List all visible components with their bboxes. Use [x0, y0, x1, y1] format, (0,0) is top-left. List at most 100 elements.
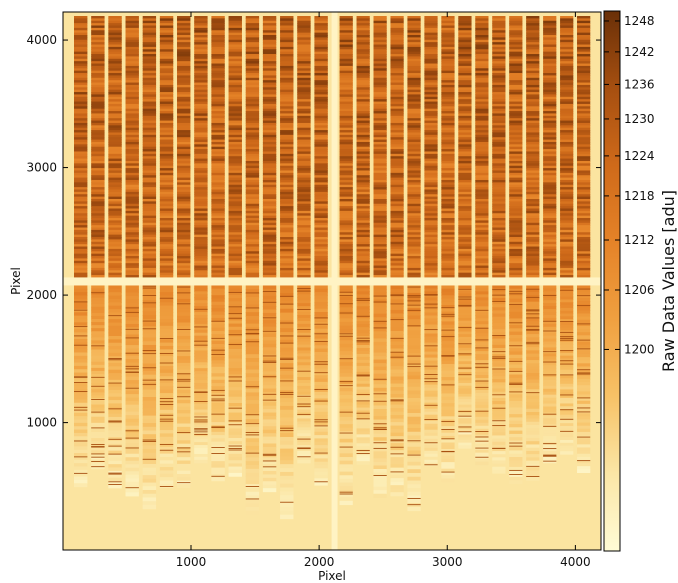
trace-band	[177, 198, 191, 202]
emission-line	[177, 432, 191, 434]
trace-band	[177, 177, 191, 181]
trace-band	[108, 84, 122, 88]
trace-band	[314, 196, 328, 200]
trace-band	[424, 37, 438, 41]
trace-band	[526, 311, 540, 316]
trace-band	[339, 431, 353, 436]
trace-band	[339, 51, 353, 55]
trace-band	[194, 234, 208, 238]
trace-band	[424, 381, 438, 386]
trace-band	[390, 341, 404, 346]
trace-band	[441, 422, 455, 427]
trace-band	[211, 360, 225, 365]
trace-band	[526, 476, 540, 481]
trace-band	[125, 323, 139, 329]
trace-band	[339, 493, 353, 498]
trace-band	[509, 437, 523, 442]
trace-band	[297, 118, 311, 122]
trace-band	[458, 179, 472, 183]
emission-line	[390, 319, 404, 321]
trace-band	[74, 106, 88, 110]
trace-band	[407, 132, 421, 136]
trace-band	[91, 227, 105, 231]
trace-band	[356, 377, 370, 382]
trace-band	[526, 314, 540, 319]
trace-band	[475, 422, 489, 427]
trace-band	[280, 16, 294, 19]
trace-band	[142, 272, 157, 276]
trace-band	[314, 177, 328, 181]
trace-band	[475, 160, 489, 164]
trace-band	[125, 39, 139, 43]
trace-band	[108, 239, 122, 243]
trace-band	[492, 253, 506, 257]
trace-band	[194, 297, 208, 301]
trace-band	[108, 80, 122, 84]
trace-band	[108, 198, 122, 202]
trace-band	[441, 357, 455, 362]
trace-band	[492, 73, 506, 77]
trace-band	[245, 184, 260, 188]
emission-line	[280, 342, 294, 344]
trace-band	[159, 260, 174, 264]
trace-band	[390, 194, 404, 198]
trace-band	[194, 270, 208, 274]
trace-band	[194, 256, 208, 260]
trace-band	[509, 125, 523, 129]
trace-band	[339, 77, 353, 81]
trace-band	[390, 170, 404, 174]
trace-band	[356, 68, 370, 72]
trace-band	[458, 361, 472, 365]
trace-band	[356, 153, 370, 157]
trace-band	[228, 425, 242, 430]
trace-band	[424, 288, 438, 293]
trace-band	[194, 424, 208, 428]
trace-band	[356, 248, 370, 252]
trace-band	[262, 49, 277, 53]
trace-band	[74, 108, 88, 112]
trace-band	[91, 428, 105, 433]
trace-band	[390, 464, 404, 469]
trace-band	[407, 360, 421, 365]
trace-band	[142, 37, 157, 41]
trace-band	[194, 344, 208, 349]
trace-band	[245, 312, 260, 317]
trace-band	[245, 260, 260, 264]
trace-band	[297, 306, 311, 310]
trace-band	[91, 141, 105, 145]
trace-band	[339, 149, 353, 153]
trace-band	[297, 397, 311, 402]
trace-band	[159, 68, 174, 72]
trace-band	[356, 92, 370, 96]
trace-band	[159, 42, 174, 46]
emission-line	[125, 368, 139, 370]
trace-band	[441, 253, 455, 257]
trace-band	[245, 354, 260, 359]
emission-line	[526, 313, 540, 315]
trace-band	[211, 308, 225, 313]
trace-band	[74, 213, 88, 217]
trace-band	[339, 258, 353, 262]
trace-band	[108, 54, 122, 58]
trace-band	[142, 127, 157, 131]
trace-band	[177, 210, 191, 214]
trace-band	[424, 393, 438, 398]
trace-band	[390, 263, 404, 267]
trace-band	[441, 201, 455, 205]
trace-band	[228, 84, 242, 88]
trace-band	[314, 481, 328, 486]
trace-band	[142, 144, 157, 148]
trace-band	[211, 241, 225, 245]
trace-band	[125, 302, 139, 308]
trace-band	[194, 144, 208, 148]
trace-band	[356, 122, 370, 126]
trace-band	[142, 132, 157, 136]
trace-band	[339, 467, 353, 473]
trace-band	[211, 51, 225, 55]
trace-band	[159, 239, 174, 243]
emission-line	[297, 290, 311, 292]
trace-band	[280, 409, 294, 415]
trace-band	[339, 144, 353, 148]
trace-band	[526, 70, 540, 74]
trace-band	[390, 285, 404, 290]
